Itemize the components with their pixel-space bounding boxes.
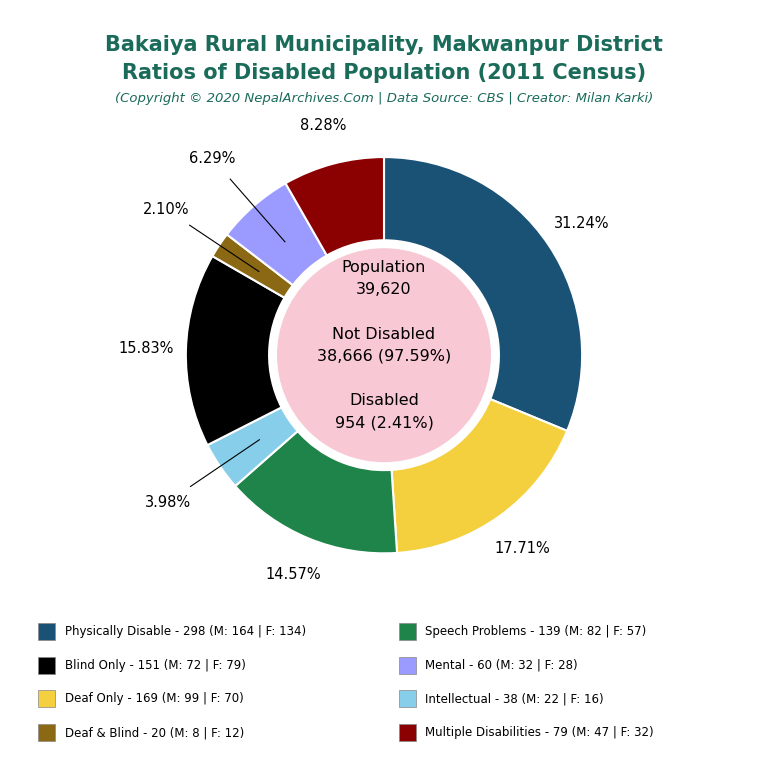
Text: Population
39,620

Not Disabled
38,666 (97.59%)

Disabled
954 (2.41%): Population 39,620 Not Disabled 38,666 (9… bbox=[317, 260, 451, 431]
Text: Physically Disable - 298 (M: 164 | F: 134): Physically Disable - 298 (M: 164 | F: 13… bbox=[65, 625, 306, 637]
Text: Ratios of Disabled Population (2011 Census): Ratios of Disabled Population (2011 Cens… bbox=[122, 63, 646, 83]
Text: Multiple Disabilities - 79 (M: 47 | F: 32): Multiple Disabilities - 79 (M: 47 | F: 3… bbox=[425, 727, 654, 739]
Text: 17.71%: 17.71% bbox=[495, 541, 551, 556]
Text: 2.10%: 2.10% bbox=[144, 202, 190, 217]
Wedge shape bbox=[392, 399, 567, 553]
Wedge shape bbox=[384, 157, 582, 431]
Circle shape bbox=[277, 248, 491, 462]
Wedge shape bbox=[207, 407, 298, 486]
Text: Blind Only - 151 (M: 72 | F: 79): Blind Only - 151 (M: 72 | F: 79) bbox=[65, 659, 246, 671]
Text: 3.98%: 3.98% bbox=[144, 495, 190, 509]
Text: 8.28%: 8.28% bbox=[300, 118, 346, 133]
Text: 15.83%: 15.83% bbox=[118, 342, 174, 356]
Text: (Copyright © 2020 NepalArchives.Com | Data Source: CBS | Creator: Milan Karki): (Copyright © 2020 NepalArchives.Com | Da… bbox=[115, 92, 653, 105]
Wedge shape bbox=[227, 184, 327, 285]
Text: Speech Problems - 139 (M: 82 | F: 57): Speech Problems - 139 (M: 82 | F: 57) bbox=[425, 625, 647, 637]
Text: 14.57%: 14.57% bbox=[266, 568, 321, 582]
Wedge shape bbox=[186, 257, 284, 445]
Text: 31.24%: 31.24% bbox=[554, 216, 609, 230]
Text: Intellectual - 38 (M: 22 | F: 16): Intellectual - 38 (M: 22 | F: 16) bbox=[425, 693, 604, 705]
Text: Deaf & Blind - 20 (M: 8 | F: 12): Deaf & Blind - 20 (M: 8 | F: 12) bbox=[65, 727, 243, 739]
Text: Bakaiya Rural Municipality, Makwanpur District: Bakaiya Rural Municipality, Makwanpur Di… bbox=[105, 35, 663, 55]
Text: 6.29%: 6.29% bbox=[189, 151, 235, 166]
Text: Mental - 60 (M: 32 | F: 28): Mental - 60 (M: 32 | F: 28) bbox=[425, 659, 578, 671]
Wedge shape bbox=[286, 157, 384, 256]
Wedge shape bbox=[213, 234, 293, 298]
Wedge shape bbox=[235, 431, 397, 553]
Text: Deaf Only - 169 (M: 99 | F: 70): Deaf Only - 169 (M: 99 | F: 70) bbox=[65, 693, 243, 705]
